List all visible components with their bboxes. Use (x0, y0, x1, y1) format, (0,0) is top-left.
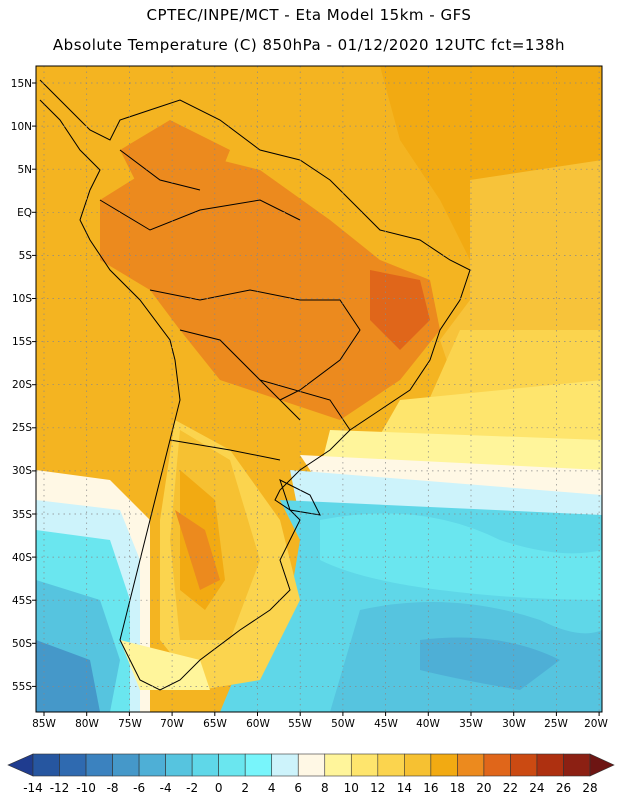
scale-label: 22 (503, 781, 518, 795)
scale-label: -8 (107, 781, 119, 795)
lat-label: 20S (12, 379, 32, 391)
lat-label: 55S (12, 681, 32, 693)
scale-box (457, 753, 485, 777)
scale-box (510, 753, 538, 777)
scale-box (112, 753, 140, 777)
lat-label: 40S (12, 552, 32, 564)
temperature-map: 15N 10N 5N EQ 5S 10S 15S 20S 25S 30S 35S… (11, 65, 608, 730)
scale-label: -10 (76, 781, 96, 795)
scale-box (165, 753, 193, 777)
lon-label: 20W (584, 718, 608, 730)
color-scale-boxes (7, 753, 615, 777)
scale-box (430, 753, 458, 777)
lat-label: 30S (12, 465, 32, 477)
scale-label: -2 (186, 781, 198, 795)
scale-label: 18 (450, 781, 465, 795)
scale-label: 26 (556, 781, 571, 795)
scale-label: -12 (50, 781, 70, 795)
scale-label: 16 (423, 781, 438, 795)
scale-label: 0 (215, 781, 223, 795)
lon-label: 25W (544, 718, 568, 730)
scale-label: 28 (582, 781, 597, 795)
lon-label: 40W (416, 718, 440, 730)
scale-box (244, 753, 273, 777)
scale-label: 8 (321, 781, 329, 795)
scale-label: -14 (23, 781, 43, 795)
scale-box (563, 753, 591, 777)
color-scale-labels: -14 -12 -10 -8 -6 -4 -2 0 2 4 6 8 10 12 … (23, 781, 597, 795)
lon-label: 30W (502, 718, 526, 730)
lat-label: 35S (12, 509, 32, 521)
scale-arrow-low (7, 753, 34, 777)
lat-label: 15N (11, 78, 32, 90)
scale-box (138, 753, 166, 777)
lon-label: 45W (374, 718, 398, 730)
scale-box (218, 753, 246, 777)
lat-label: 15S (12, 336, 32, 348)
chart-subtitle: Absolute Temperature (C) 850hPa - 01/12/… (52, 36, 566, 54)
temperature-field (36, 66, 602, 712)
scale-box (404, 753, 432, 777)
lon-label: 60W (246, 718, 270, 730)
latitude-labels: 15N 10N 5N EQ 5S 10S 15S 20S 25S 30S 35S… (11, 78, 33, 693)
scale-box (191, 753, 219, 777)
scale-box (483, 753, 511, 777)
scale-label: -6 (133, 781, 145, 795)
scale-label: 24 (529, 781, 544, 795)
lon-label: 35W (459, 718, 483, 730)
scale-box (536, 753, 564, 777)
lat-label: 25S (12, 422, 32, 434)
scale-arrow-high (589, 753, 615, 777)
scale-box (350, 753, 379, 777)
scale-box (271, 753, 299, 777)
scale-label: -4 (160, 781, 172, 795)
lat-label: EQ (17, 207, 32, 219)
scale-label: 6 (294, 781, 302, 795)
lat-label: 10S (12, 293, 32, 305)
scale-box (324, 753, 352, 777)
scale-box (32, 753, 60, 777)
lon-label: 55W (288, 718, 312, 730)
lon-label: 50W (331, 718, 355, 730)
lon-label: 85W (32, 718, 56, 730)
map-frame (35, 65, 603, 713)
lon-label: 75W (118, 718, 142, 730)
lon-label: 80W (75, 718, 99, 730)
longitude-labels: 85W 80W 75W 70W 65W 60W 55W 50W 45W 40W … (32, 718, 608, 730)
scale-label: 20 (476, 781, 491, 795)
scale-label: 4 (268, 781, 276, 795)
chart-title: CPTEC/INPE/MCT - Eta Model 15km - GFS (146, 6, 472, 24)
scale-box (377, 753, 405, 777)
scale-label: 12 (370, 781, 385, 795)
scale-box (85, 753, 113, 777)
lat-label: 50S (12, 638, 32, 650)
scale-box (59, 753, 87, 777)
lat-label: 5N (17, 164, 32, 176)
scale-label: 14 (397, 781, 412, 795)
lat-label: 5S (19, 250, 33, 262)
scale-box (297, 753, 326, 777)
scale-label: 2 (241, 781, 249, 795)
scale-label: 10 (344, 781, 359, 795)
lon-label: 70W (160, 718, 184, 730)
lon-label: 65W (203, 718, 227, 730)
lat-label: 45S (12, 595, 32, 607)
color-scale: -14 -12 -10 -8 -6 -4 -2 0 2 4 6 8 10 12 … (7, 753, 615, 795)
graticule (36, 66, 602, 712)
lat-label: 10N (11, 121, 32, 133)
